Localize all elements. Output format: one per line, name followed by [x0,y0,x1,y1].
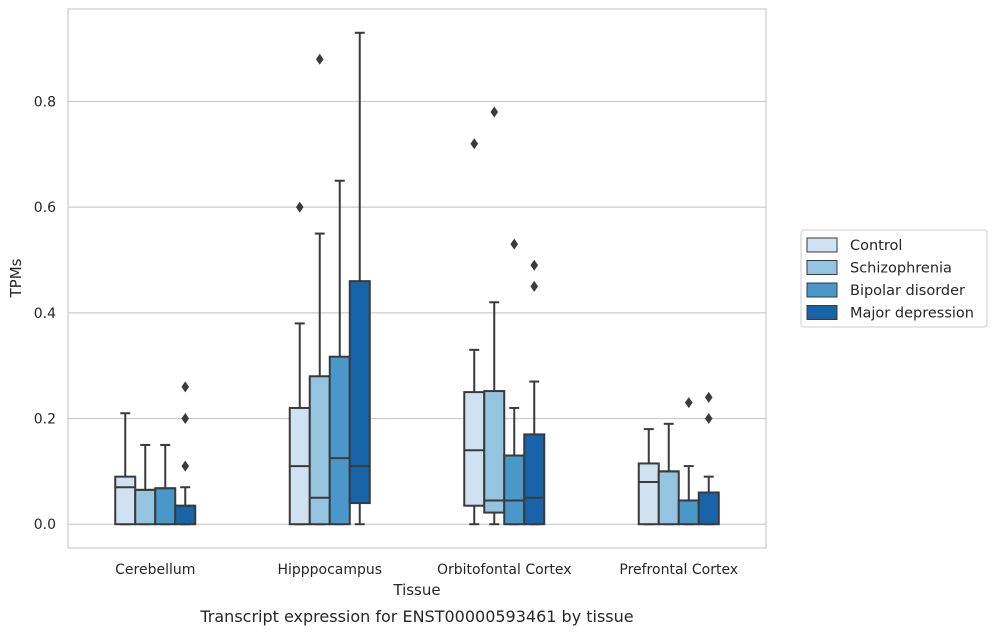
box-2-3 [523,259,546,526]
legend-swatch [806,237,838,253]
y-tick-label: 0.6 [34,200,56,216]
outlier-point [295,201,304,213]
box-body [114,475,137,526]
x-tick-label: Cerebellum [115,562,195,578]
box-1-3 [348,31,371,526]
box-body [348,280,371,505]
y-tick-label: 0.4 [34,306,56,322]
x-tick-label: Orbitofontal Cortex [437,562,572,578]
y-axis-label: TPMs [7,258,25,298]
x-tick-label: Hipppocampus [277,562,382,578]
outlier-point [684,397,693,409]
box-body [503,454,526,526]
box-body [134,488,157,526]
outlier-point [704,413,713,425]
y-tick-label: 0.8 [34,94,56,110]
box-body [154,487,177,526]
legend-label: Schizophrenia [850,261,952,277]
legend-swatch [806,260,838,275]
box-body [697,491,720,526]
legend-swatch [806,305,838,320]
legend-label: Control [850,238,902,254]
outlier-point [470,138,479,150]
outlier-point [530,259,539,271]
x-axis-label: Tissue [392,581,440,599]
box-1-0 [288,201,311,526]
box-body [174,504,197,526]
y-tick-label: 0.2 [34,412,56,428]
outlier-point [530,280,539,292]
plot-background [68,9,766,548]
box-3-2 [677,397,700,526]
outlier-point [510,238,519,250]
box-body [657,470,680,526]
legend: Control Schizophrenia Bipolar disorder Majo… [800,229,988,328]
box-body [483,390,506,514]
outlier-point [181,413,190,425]
box-2-1 [483,106,506,526]
outlier-point [181,460,190,472]
box-3-1 [657,422,680,526]
y-tick-label: 0.0 [34,517,56,533]
x-tick-label: Prefrontal Cortex [619,562,738,578]
plot-frame [67,8,767,549]
box-3-0 [637,428,660,526]
outlier-point [181,381,190,393]
legend-swatch [806,282,838,298]
box-groups [114,31,720,526]
outlier-point [704,391,713,403]
x-tick-labels: Cerebellum Hipppocampus Orbitofontal Corte… [115,562,738,578]
legend-frame [800,229,988,328]
box-body [677,499,700,526]
box-body [463,391,486,507]
box-0-1 [134,443,157,526]
box-body [637,462,660,526]
box-body [308,375,331,526]
box-0-3 [174,381,197,526]
outlier-point [315,53,324,65]
box-body [328,355,351,526]
box-body [523,433,546,526]
legend-label: Bipolar disorder [850,283,965,299]
chart-caption: Transcript expression for ENST0000059346… [199,607,633,626]
box-3-3 [697,391,720,526]
outlier-point [490,106,499,118]
y-tick-labels: 0.0 0.2 0.4 0.6 0.8 [34,94,56,533]
legend-label: Major depression [850,306,974,322]
